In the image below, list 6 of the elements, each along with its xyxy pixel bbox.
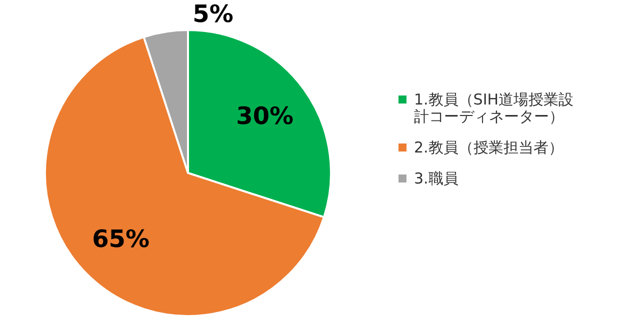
legend-label: 3.職員: [414, 170, 458, 188]
legend-label: 1.教員（SIH道場授業設計コーディネーター）: [414, 90, 574, 126]
legend-label: 2.教員（授業担当者）: [414, 138, 564, 156]
data-label: 5%: [192, 0, 234, 28]
data-label: 65%: [92, 225, 150, 254]
data-label: 30%: [236, 102, 294, 130]
